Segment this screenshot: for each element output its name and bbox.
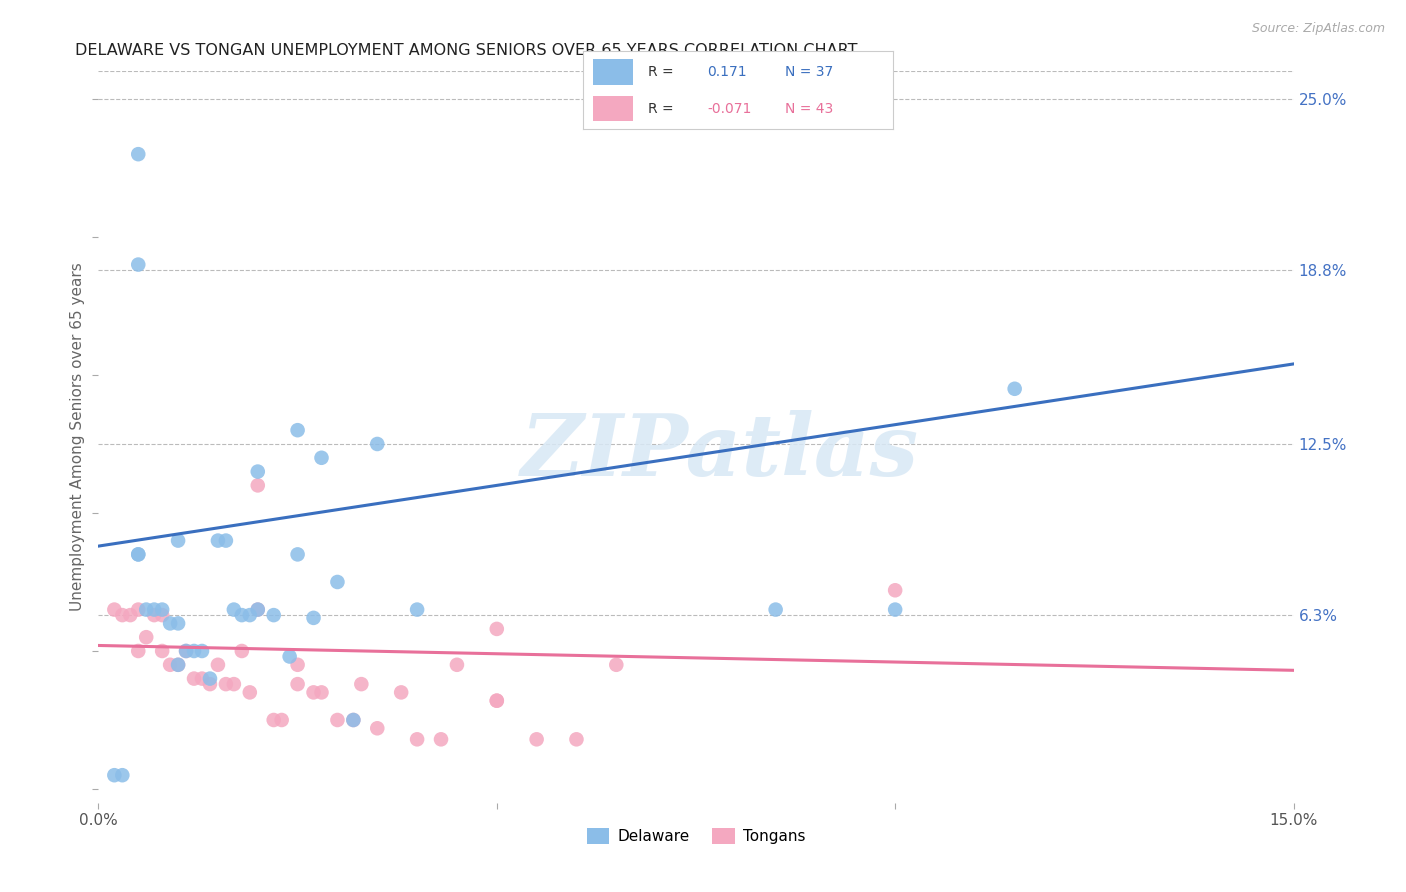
- Point: [526, 732, 548, 747]
- FancyBboxPatch shape: [593, 59, 633, 85]
- Point: [884, 583, 907, 598]
- Point: [326, 713, 349, 727]
- Point: [884, 602, 907, 616]
- Point: [222, 602, 245, 616]
- Point: [167, 657, 190, 672]
- Point: [150, 608, 173, 623]
- Point: [605, 657, 627, 672]
- Point: [231, 644, 253, 658]
- Point: [127, 147, 149, 161]
- Point: [485, 694, 508, 708]
- Legend: Delaware, Tongans: Delaware, Tongans: [581, 822, 811, 850]
- Point: [111, 768, 134, 782]
- Point: [366, 721, 388, 735]
- Point: [246, 602, 269, 616]
- Point: [270, 713, 292, 727]
- Point: [485, 694, 508, 708]
- Text: -0.071: -0.071: [707, 102, 752, 116]
- Text: DELAWARE VS TONGAN UNEMPLOYMENT AMONG SENIORS OVER 65 YEARS CORRELATION CHART: DELAWARE VS TONGAN UNEMPLOYMENT AMONG SE…: [75, 43, 858, 58]
- Point: [174, 644, 197, 658]
- Point: [198, 672, 221, 686]
- Point: [183, 644, 205, 658]
- Point: [287, 548, 309, 562]
- Point: [167, 657, 190, 672]
- Point: [485, 622, 508, 636]
- Point: [239, 685, 262, 699]
- Point: [135, 630, 157, 644]
- Point: [159, 616, 181, 631]
- Point: [143, 602, 166, 616]
- Point: [167, 533, 190, 548]
- Text: R =: R =: [648, 64, 673, 78]
- Point: [302, 611, 325, 625]
- Point: [287, 657, 309, 672]
- Point: [765, 602, 787, 616]
- Point: [565, 732, 588, 747]
- Text: N = 43: N = 43: [785, 102, 832, 116]
- Point: [198, 677, 221, 691]
- Point: [127, 602, 149, 616]
- Point: [342, 713, 364, 727]
- Point: [159, 657, 181, 672]
- Point: [350, 677, 373, 691]
- Point: [342, 713, 364, 727]
- Point: [127, 548, 149, 562]
- Point: [246, 465, 269, 479]
- Point: [246, 478, 269, 492]
- Point: [430, 732, 453, 747]
- Text: Source: ZipAtlas.com: Source: ZipAtlas.com: [1251, 22, 1385, 36]
- Point: [207, 533, 229, 548]
- Point: [127, 548, 149, 562]
- Point: [150, 602, 173, 616]
- Point: [278, 649, 301, 664]
- Text: R =: R =: [648, 102, 673, 116]
- Text: ZIPatlas: ZIPatlas: [520, 410, 920, 493]
- Point: [287, 677, 309, 691]
- Point: [231, 608, 253, 623]
- Point: [207, 657, 229, 672]
- FancyBboxPatch shape: [593, 95, 633, 121]
- Point: [406, 732, 429, 747]
- Point: [215, 677, 238, 691]
- Point: [174, 644, 197, 658]
- Point: [120, 608, 142, 623]
- Text: 0.171: 0.171: [707, 64, 747, 78]
- Point: [150, 644, 173, 658]
- Point: [135, 602, 157, 616]
- Point: [326, 574, 349, 589]
- Point: [389, 685, 412, 699]
- Point: [239, 608, 262, 623]
- Point: [311, 685, 333, 699]
- Point: [127, 258, 149, 272]
- Point: [191, 672, 214, 686]
- Point: [103, 602, 125, 616]
- Point: [263, 608, 285, 623]
- Point: [167, 616, 190, 631]
- Point: [127, 644, 149, 658]
- Point: [287, 423, 309, 437]
- Point: [183, 672, 205, 686]
- Point: [302, 685, 325, 699]
- Point: [446, 657, 468, 672]
- Point: [311, 450, 333, 465]
- Point: [1004, 382, 1026, 396]
- Y-axis label: Unemployment Among Seniors over 65 years: Unemployment Among Seniors over 65 years: [69, 263, 84, 611]
- Text: N = 37: N = 37: [785, 64, 832, 78]
- Point: [366, 437, 388, 451]
- Point: [222, 677, 245, 691]
- Point: [215, 533, 238, 548]
- Point: [263, 713, 285, 727]
- Point: [406, 602, 429, 616]
- Point: [143, 608, 166, 623]
- Point: [111, 608, 134, 623]
- Point: [246, 602, 269, 616]
- Point: [191, 644, 214, 658]
- Point: [103, 768, 125, 782]
